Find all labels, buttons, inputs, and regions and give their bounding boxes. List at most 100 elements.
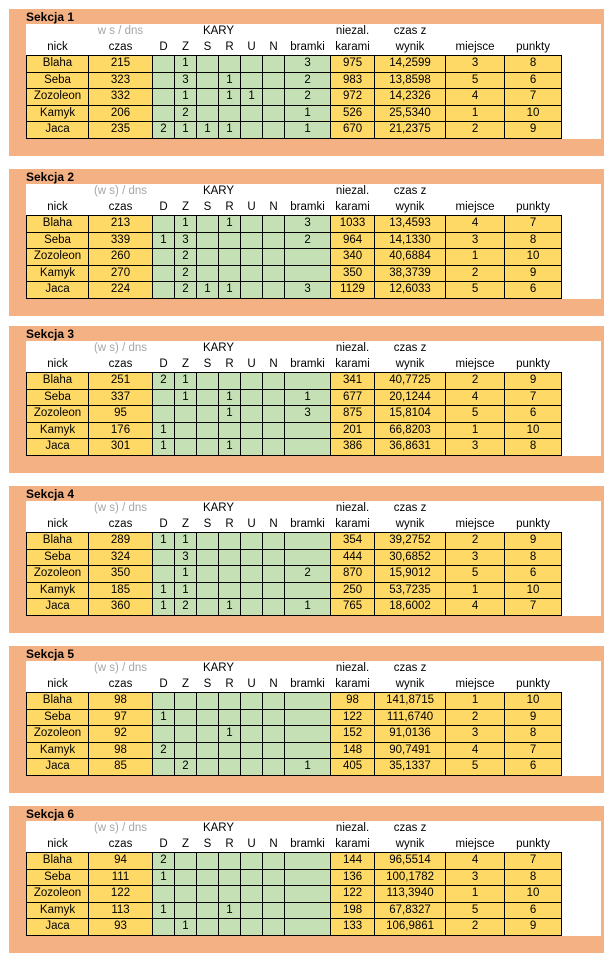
header-ws-dns: (w s) / dns <box>88 661 153 677</box>
header-wynik: wynik <box>374 39 446 56</box>
header-empty <box>504 184 562 200</box>
header-empty <box>284 821 331 837</box>
cell-s <box>196 55 219 73</box>
header-kary: KARY <box>174 821 263 837</box>
cell-nick: Zozoleon <box>26 565 89 583</box>
cell-r <box>218 918 241 936</box>
cell-s <box>196 388 219 406</box>
cell-d <box>152 918 175 936</box>
cell-r <box>218 758 241 776</box>
cell-d: 1 <box>152 598 175 616</box>
cell-nick: Seba <box>26 868 89 886</box>
cell-bramki: 2 <box>284 88 332 106</box>
cell-n <box>262 215 286 233</box>
cell-r <box>218 421 241 439</box>
cell-n <box>262 708 286 726</box>
header-empty <box>152 661 175 677</box>
section-title: Sekcja 4 <box>26 487 75 501</box>
cell-z: 1 <box>174 388 197 406</box>
cell-u <box>239 741 264 759</box>
cell-r <box>218 885 241 903</box>
section-4: Sekcja 4 (w s) / dns KARY niezal. czas z nick… <box>9 486 604 633</box>
results-table: (w s) / dns KARY niezal. czas z nick czas D Z S R… <box>26 341 601 456</box>
header-niezal: niezal. <box>330 184 375 200</box>
header-s: S <box>196 356 219 373</box>
cell-n <box>262 868 286 886</box>
table-row: Seba 339 1 3 2 964 14,1330 3 8 <box>26 231 601 249</box>
cell-d: 1 <box>152 901 175 919</box>
cell-n <box>262 121 286 139</box>
cell-wynik: 38,3739 <box>374 264 447 282</box>
header-miejsce: miejsce <box>445 356 505 373</box>
header-row-top: (w s) / dns KARY niezal. czas z <box>26 341 601 357</box>
header-empty <box>561 661 601 677</box>
cell-z <box>174 741 197 759</box>
header-wynik: wynik <box>374 199 446 216</box>
cell-n <box>262 548 286 566</box>
section-title: Sekcja 1 <box>26 10 75 24</box>
cell-n <box>262 372 286 390</box>
cell-u <box>239 548 264 566</box>
cell-u <box>239 885 264 903</box>
header-s: S <box>196 836 219 853</box>
cell-czas: 94 <box>88 852 153 870</box>
cell-u <box>239 438 264 456</box>
cell-nick: Jaca <box>26 438 89 456</box>
cell-r <box>218 708 241 726</box>
cell-s <box>196 548 219 566</box>
header-empty <box>262 341 285 357</box>
cell-wynik: 35,1337 <box>374 758 447 776</box>
cell-karami: 975 <box>330 55 376 73</box>
cell-miejsce: 4 <box>445 88 506 106</box>
cell-wynik: 141,8715 <box>374 692 447 710</box>
cell-d <box>152 264 175 282</box>
cell-n <box>262 918 286 936</box>
cell-nick: Blaha <box>26 372 89 390</box>
cell-s <box>196 372 219 390</box>
cell-punkty: 6 <box>504 758 563 776</box>
cell-d: 2 <box>152 121 175 139</box>
cell-bramki: 1 <box>284 388 332 406</box>
cell-czas: 251 <box>88 372 153 390</box>
cell-czas: 323 <box>88 71 153 89</box>
cell-bramki: 2 <box>284 565 332 583</box>
cell-z: 1 <box>174 88 197 106</box>
cell-r <box>218 581 241 599</box>
cell-n <box>262 692 286 710</box>
cell-wynik: 91,0136 <box>374 725 447 743</box>
header-empty <box>561 341 601 357</box>
cell-nick: Seba <box>26 708 89 726</box>
cell-wynik: 67,8327 <box>374 901 447 919</box>
header-r: R <box>218 199 241 216</box>
header-n: N <box>262 836 285 853</box>
cell-karami: 1129 <box>330 281 376 299</box>
table-row: Seba 97 1 122 111,6740 2 9 <box>26 708 601 726</box>
cell-n <box>262 421 286 439</box>
header-czas: czas <box>88 836 153 853</box>
cell-d <box>152 565 175 583</box>
cell-u <box>239 565 264 583</box>
results-table: (w s) / dns KARY niezal. czas z nick czas D Z S R… <box>26 184 601 299</box>
table-row: Blaha 98 98 141,8715 1 10 <box>26 692 601 710</box>
header-u: U <box>240 199 263 216</box>
header-empty <box>152 24 175 40</box>
table-row: Blaha 215 1 3 975 14,2599 3 8 <box>26 55 601 73</box>
cell-czas: 176 <box>88 421 153 439</box>
cell-s <box>196 88 219 106</box>
cell-r: 1 <box>218 88 241 106</box>
header-czas-z: czas z <box>374 24 446 40</box>
cell-z: 1 <box>174 565 197 583</box>
cell-miejsce: 5 <box>445 405 506 423</box>
table-row: Zozoleon 332 1 1 1 2 972 14,2326 4 7 <box>26 88 601 106</box>
cell-n <box>262 852 286 870</box>
cell-punkty: 8 <box>504 438 563 456</box>
cell-nick: Blaha <box>26 215 89 233</box>
cell-karami: 354 <box>330 532 376 550</box>
cell-bramki <box>284 532 332 550</box>
table-row: Blaha 94 2 144 96,5514 4 7 <box>26 852 601 870</box>
header-empty <box>561 184 601 200</box>
cell-z: 3 <box>174 231 197 249</box>
header-punkty: punkty <box>504 39 562 56</box>
cell-bramki <box>284 852 332 870</box>
